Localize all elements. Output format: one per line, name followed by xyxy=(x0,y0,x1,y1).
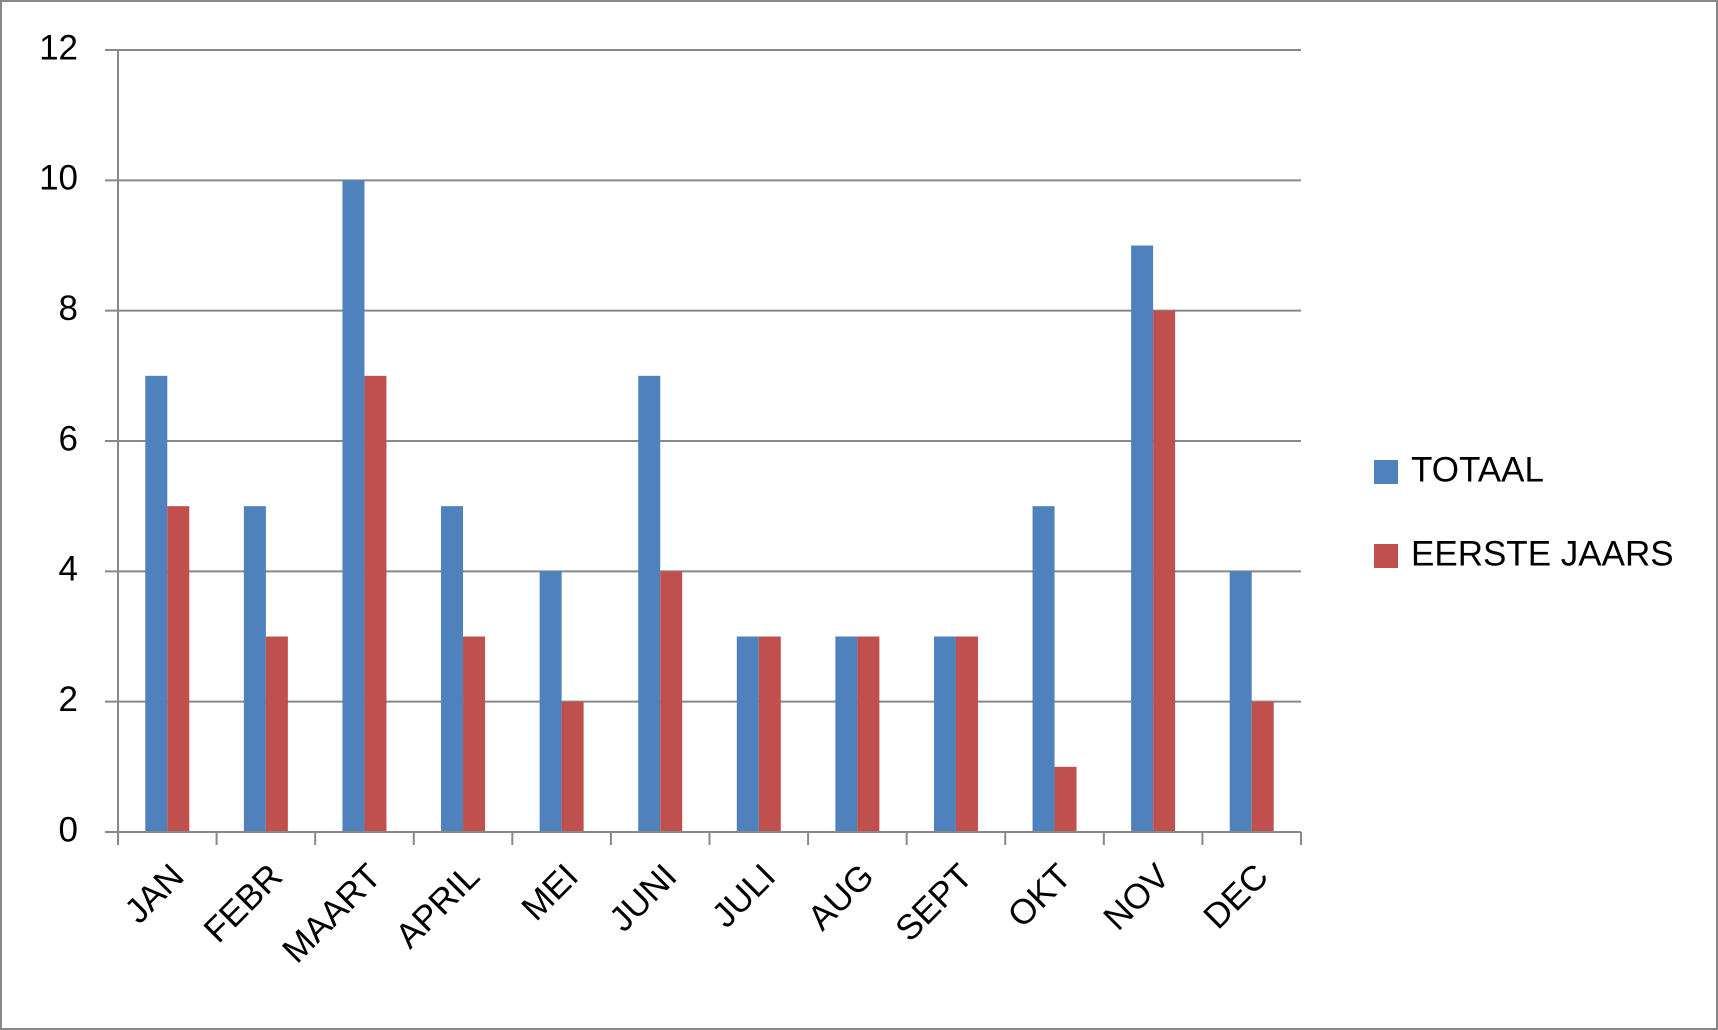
y-tick-label: 12 xyxy=(39,28,78,67)
bar xyxy=(342,180,365,833)
y-tick-label: 0 xyxy=(59,810,78,849)
bar xyxy=(539,571,562,832)
bar xyxy=(167,506,190,832)
bar xyxy=(835,636,858,832)
bar xyxy=(463,636,486,832)
y-tick-label: 6 xyxy=(59,419,78,458)
bar xyxy=(1032,506,1055,832)
bar xyxy=(441,506,464,832)
bar xyxy=(857,636,880,832)
legend-swatch xyxy=(1374,460,1398,484)
legend-label: TOTAAL xyxy=(1411,450,1544,489)
y-tick-label: 10 xyxy=(39,159,78,198)
bar xyxy=(1131,245,1154,832)
bar xyxy=(561,701,584,832)
bar xyxy=(1153,310,1176,833)
bar xyxy=(736,636,759,832)
bar xyxy=(638,375,661,832)
bar xyxy=(933,636,956,832)
bar xyxy=(1251,701,1274,832)
bar xyxy=(660,571,683,832)
legend-label: EERSTE JAARS xyxy=(1411,534,1674,573)
y-tick-label: 4 xyxy=(59,550,78,589)
bar xyxy=(1229,571,1252,832)
bar xyxy=(243,506,266,832)
bar xyxy=(955,636,978,832)
bar xyxy=(364,375,387,832)
legend-swatch xyxy=(1374,544,1398,568)
bar xyxy=(145,375,168,832)
bar xyxy=(265,636,288,832)
y-tick-label: 8 xyxy=(59,289,78,328)
bar xyxy=(1054,766,1077,832)
y-tick-label: 2 xyxy=(59,680,78,719)
bar xyxy=(758,636,781,832)
